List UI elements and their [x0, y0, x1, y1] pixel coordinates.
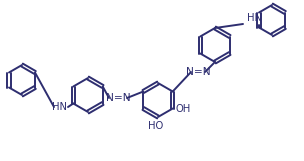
Text: N=N: N=N [106, 93, 130, 103]
Text: HO: HO [148, 121, 164, 131]
Text: HN: HN [247, 13, 262, 23]
Text: N=N: N=N [186, 67, 210, 77]
Text: HN: HN [52, 102, 67, 112]
Text: OH: OH [176, 104, 191, 114]
